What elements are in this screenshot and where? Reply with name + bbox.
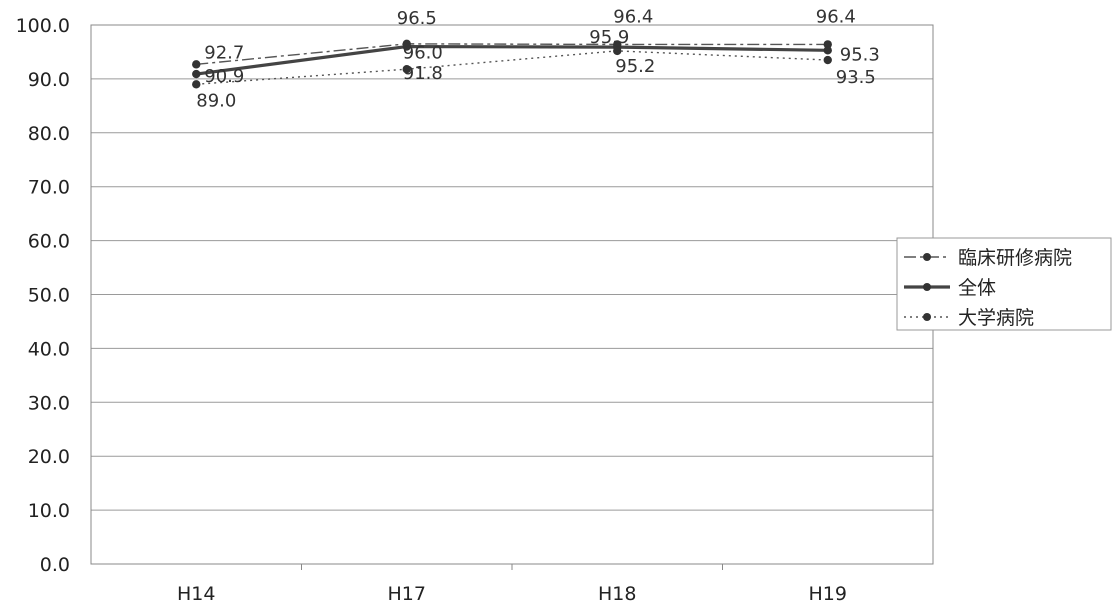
data-label: 91.8	[403, 63, 443, 84]
y-tick-label: 10.0	[28, 500, 70, 522]
data-label: 96.4	[816, 6, 856, 27]
data-label: 95.9	[589, 27, 629, 48]
data-point	[402, 42, 411, 51]
data-point	[823, 55, 832, 65]
data-label: 96.4	[613, 6, 653, 27]
x-axis-tick-labels: H14 H17 H18 H19	[177, 564, 847, 605]
legend-label: 臨床研修病院	[958, 247, 1072, 269]
data-point	[402, 64, 411, 74]
data-point	[192, 69, 201, 79]
data-labels: 92.7 96.5 96.4 96.4 90.9 96.0 95.9 95.3 89.0 91.8…	[196, 6, 880, 111]
data-label: 90.9	[204, 66, 244, 87]
data-point	[192, 80, 201, 89]
data-label: 96.5	[397, 8, 437, 29]
y-tick-label: 80.0	[28, 123, 70, 145]
y-tick-label: 0.0	[40, 554, 70, 576]
data-point	[192, 60, 201, 69]
data-label: 89.0	[196, 90, 236, 111]
x-tick-label: H18	[598, 583, 636, 605]
gridlines	[91, 78, 933, 511]
x-tick-label: H19	[809, 583, 847, 605]
y-tick-label: 90.0	[28, 69, 70, 91]
series-lines	[192, 39, 832, 89]
data-point	[613, 46, 622, 56]
legend-label: 全体	[958, 277, 996, 299]
y-tick-label: 20.0	[28, 446, 70, 468]
data-label: 92.7	[204, 42, 244, 63]
data-label: 95.3	[840, 44, 880, 65]
x-tick-label: H17	[388, 583, 426, 605]
legend-box	[896, 237, 1112, 331]
y-tick-label: 70.0	[28, 177, 70, 199]
y-tick-label: 50.0	[28, 285, 70, 307]
y-tick-label: 100.0	[16, 15, 70, 37]
series-line-1	[196, 44, 828, 76]
legend-label: 大学病院	[958, 307, 1034, 329]
x-tick-label: H14	[177, 583, 215, 605]
data-label: 93.5	[836, 67, 876, 88]
legend-marker	[923, 313, 931, 321]
data-label: 96.0	[403, 43, 443, 64]
legend-marker	[923, 253, 931, 261]
y-axis-tick-labels: 0.0 10.0 20.0 30.0 40.0 50.0 60.0 70.0 80.0 90.0 1…	[16, 15, 70, 576]
data-point	[823, 46, 832, 55]
series-line-0	[196, 43, 828, 66]
legend-marker	[923, 283, 931, 291]
y-tick-label: 30.0	[28, 392, 70, 414]
y-tick-label: 40.0	[28, 338, 70, 360]
y-tick-label: 60.0	[28, 231, 70, 253]
data-point	[823, 40, 832, 49]
data-label: 95.2	[615, 56, 655, 77]
